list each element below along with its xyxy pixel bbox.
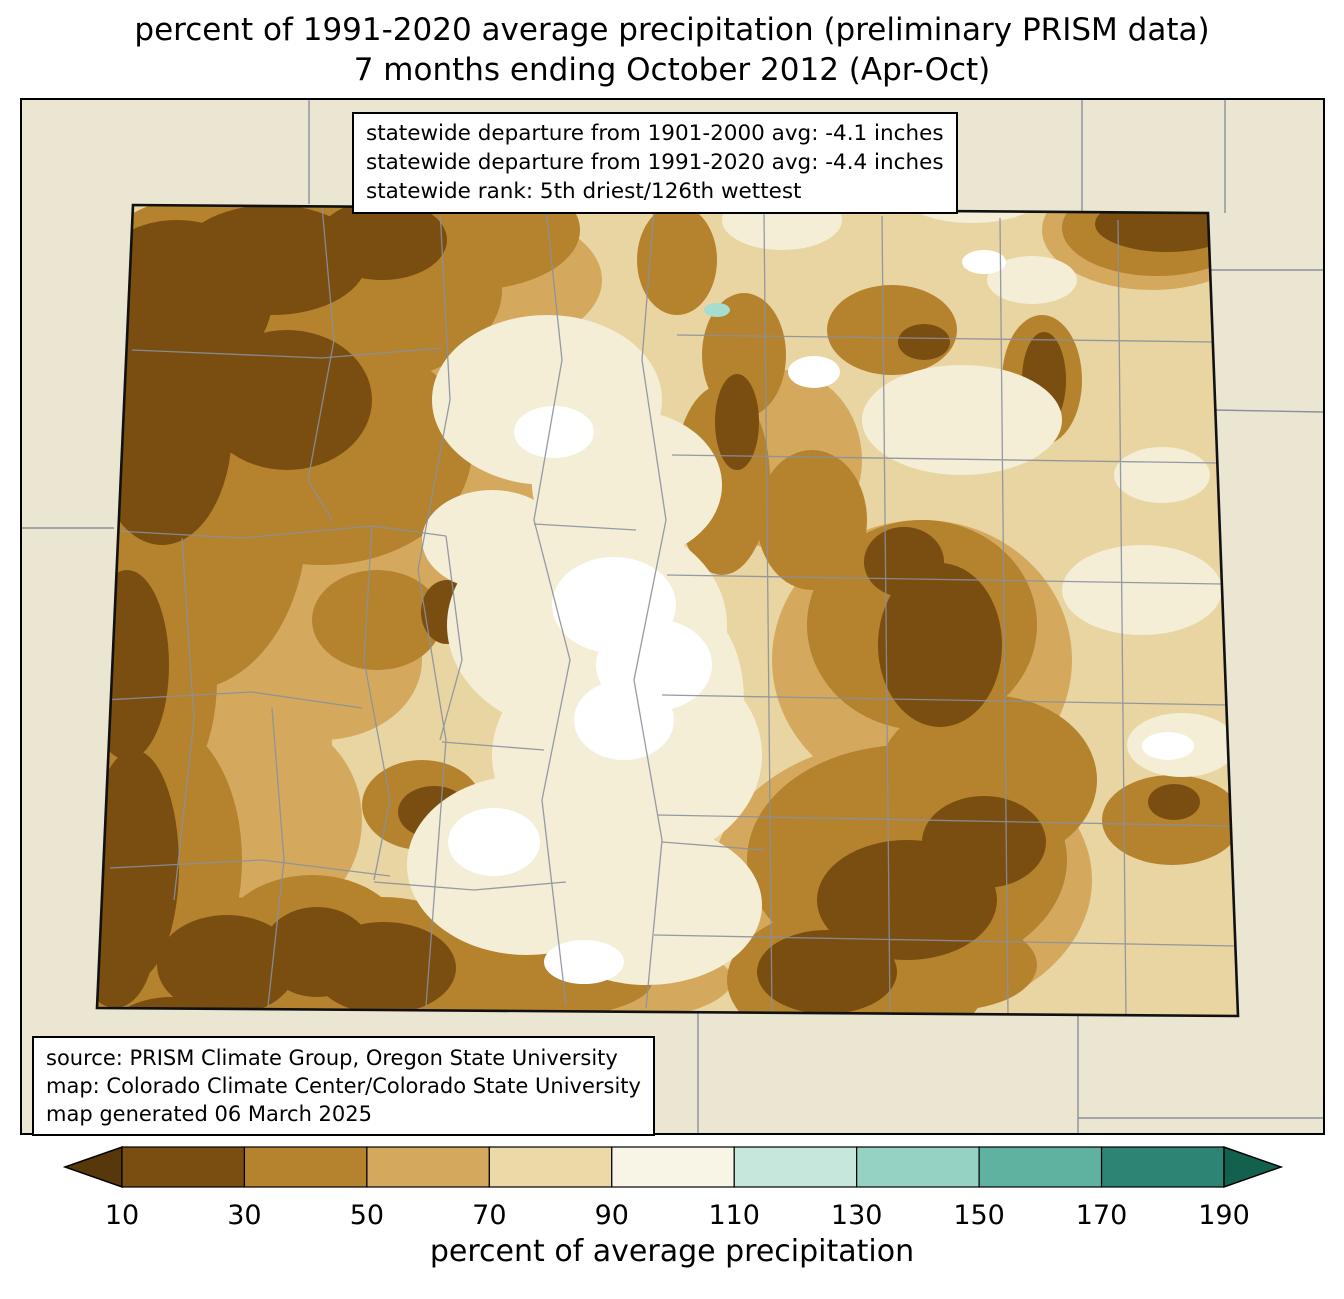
colorbar-segment: [978, 1146, 1103, 1188]
regions-above-110: [448, 250, 1194, 984]
colorbar-tick-label: 70: [472, 1200, 506, 1231]
page-subtitle: 7 months ending October 2012 (Apr-Oct): [353, 52, 991, 88]
colorbar-tick-label: 110: [708, 1200, 760, 1231]
colorbar-right-arrow: [1223, 1145, 1284, 1189]
stats-line-1991-2020: statewide departure from 1991-2020 avg: …: [366, 149, 944, 175]
page-title: percent of 1991-2020 average precipitati…: [134, 12, 1210, 48]
colorbar-segment: [611, 1146, 735, 1188]
colorbar-segment: [1100, 1146, 1225, 1188]
colorbar-segment: [366, 1146, 490, 1188]
colorbar-tick-label: 130: [831, 1200, 883, 1231]
colorbar-segment: [488, 1146, 613, 1188]
stats-line-1901-2000: statewide departure from 1901-2000 avg: …: [366, 121, 944, 146]
colorbar-axis-label: percent of average precipitation: [429, 1234, 915, 1269]
colorbar: 10 30 50 70 90 110 130 150 170 190: [62, 1145, 1284, 1231]
source-attribution-box: source: PRISM Climate Group, Oregon Stat…: [32, 1036, 655, 1137]
precipitation-fill-regions: [97, 205, 1238, 1016]
statewide-stats-box: statewide departure from 1901-2000 avg: …: [352, 112, 958, 215]
colorbar-tick-label: 90: [595, 1200, 629, 1231]
colorado-precipitation-map: [22, 100, 1323, 1133]
wet-spot-130-range: [704, 303, 730, 317]
colorbar-tick-label: 50: [350, 1200, 384, 1231]
colorbar-segment: [121, 1146, 246, 1188]
county-boundaries: [97, 205, 1236, 1016]
map-credit-line: map: Colorado Climate Center/Colorado St…: [46, 1074, 641, 1099]
county-lines-east-grid: [653, 212, 1236, 1016]
county-lines-west: [97, 205, 765, 1009]
map-panel: statewide departure from 1901-2000 avg: …: [20, 98, 1325, 1137]
colorbar-tick-label: 10: [105, 1200, 139, 1231]
colorbar-tick-label: 30: [227, 1200, 261, 1231]
colorbar-segment: [733, 1146, 858, 1188]
stats-line-rank: statewide rank: 5th driest/126th wettest: [366, 178, 802, 204]
neighbor-state-borders: [22, 100, 1323, 1133]
colorbar-left-arrow: [62, 1145, 123, 1189]
generated-date-line: map generated 06 March 2025: [46, 1102, 373, 1127]
source-line: source: PRISM Climate Group, Oregon Stat…: [46, 1046, 618, 1070]
colorbar-tick-label: 150: [953, 1200, 1005, 1231]
colorbar-tick-label: 170: [1076, 1200, 1128, 1231]
colorbar-segment: [856, 1146, 980, 1188]
colorbar-segment: [243, 1146, 368, 1188]
colorbar-tick-label: 190: [1198, 1200, 1250, 1231]
